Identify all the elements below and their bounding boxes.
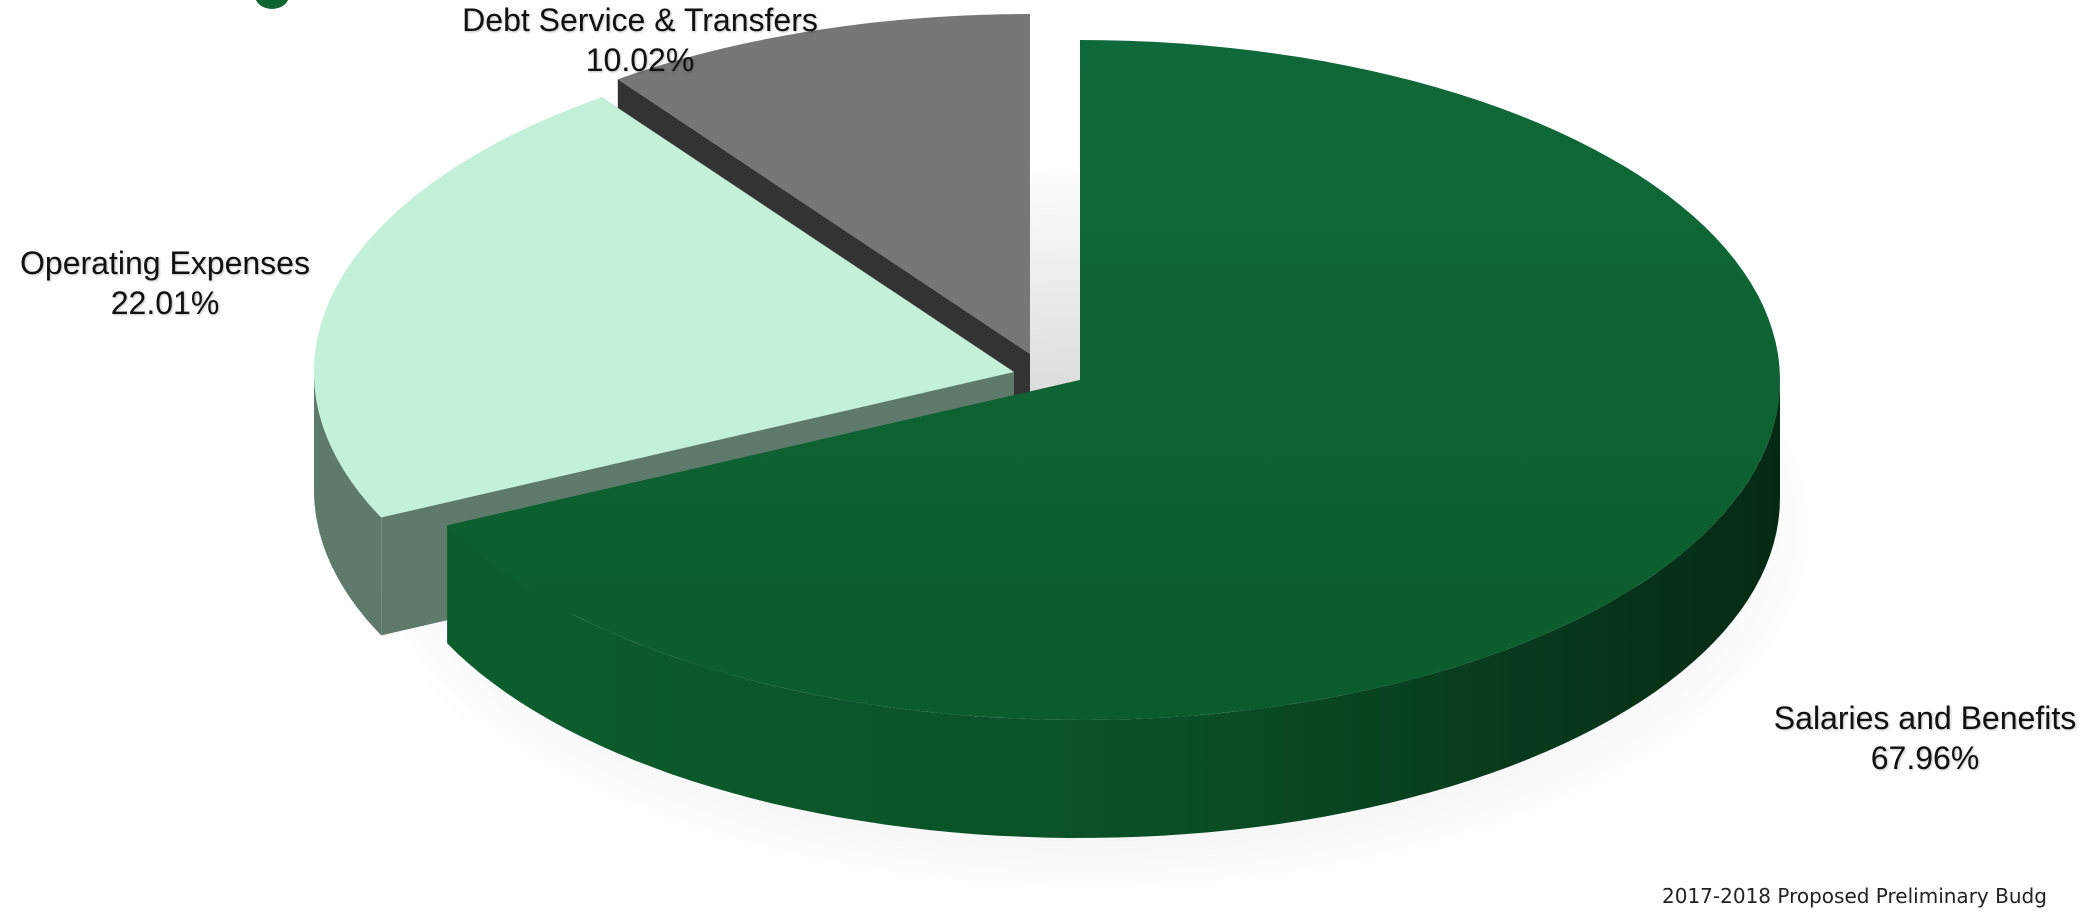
slice-name-salaries-benefits: Salaries and Benefits	[1773, 700, 2077, 736]
slice-label-operating-expenses: Operating Expenses 22.01%	[0, 243, 330, 323]
slice-value-salaries-benefits: 67.96%	[1870, 740, 1980, 776]
slice-name-operating-expenses: Operating Expenses	[20, 245, 310, 281]
slice-label-salaries-benefits: Salaries and Benefits 67.96%	[1735, 698, 2081, 778]
pie-tops	[314, 14, 1781, 720]
slice-salaries-benefits	[447, 40, 1781, 720]
slice-operating-expenses	[314, 97, 1014, 518]
slice-name-debt-service: Debt Service & Transfers	[462, 2, 818, 38]
logo-fragment-icon	[256, 0, 288, 9]
slice-side-salaries-benefits	[447, 380, 1781, 838]
slice-debt-service	[617, 14, 1030, 354]
slice-side-operating-expenses	[314, 372, 382, 636]
footer-budget-title: 2017-2018 Proposed Preliminary Budg	[1662, 884, 2047, 908]
slice-value-operating-expenses: 22.01%	[110, 285, 220, 321]
slice-label-debt-service: Debt Service & Transfers 10.02%	[440, 0, 840, 80]
slice-value-debt-service: 10.02%	[585, 42, 695, 78]
